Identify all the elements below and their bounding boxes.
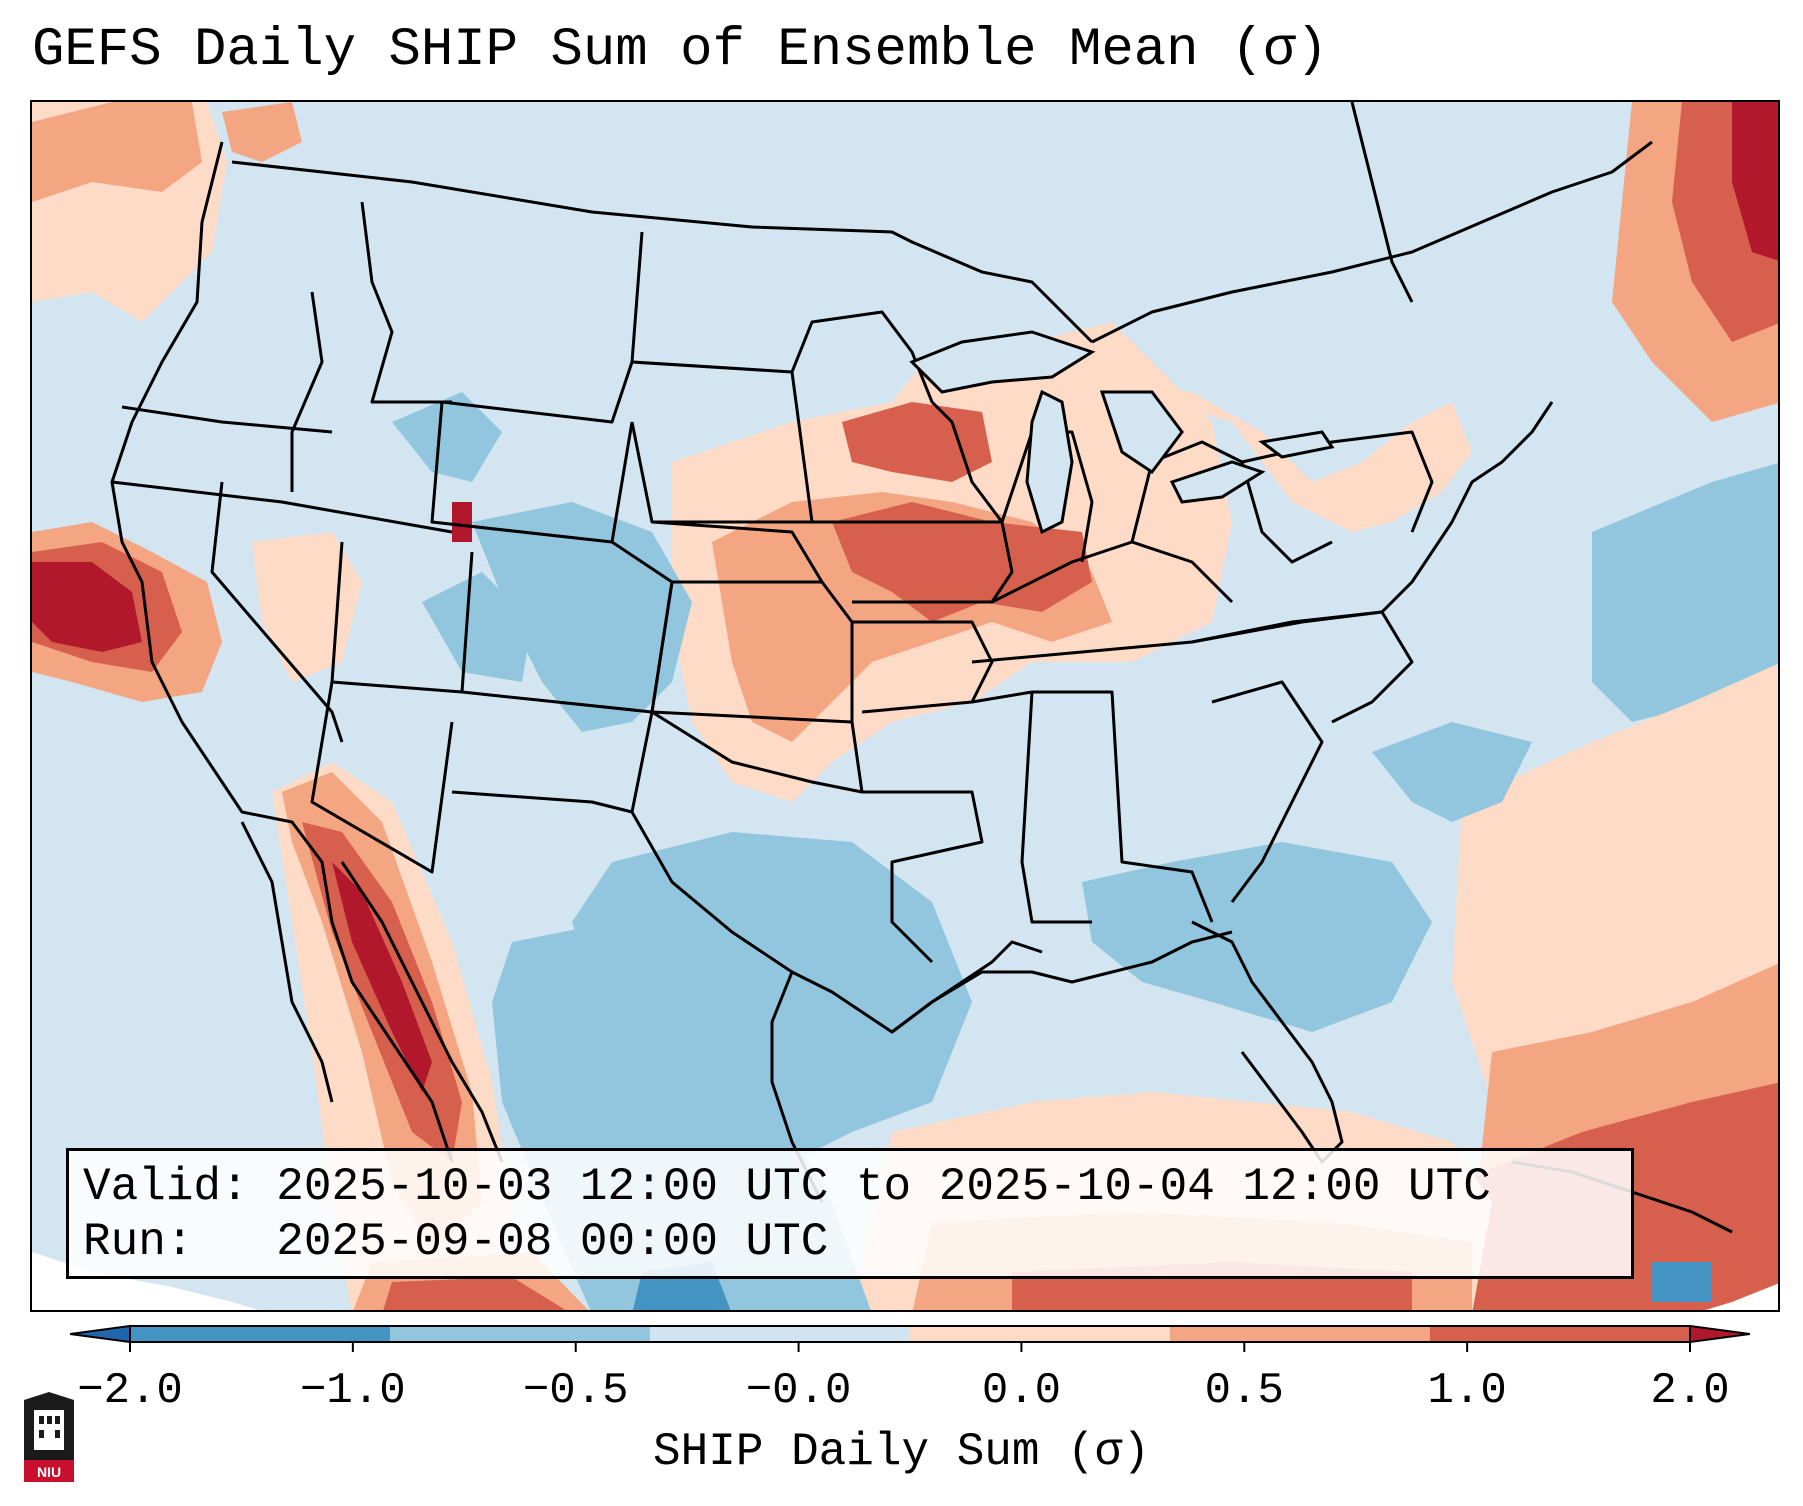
region-atlantic-cool [1592,463,1778,722]
mt-id-line [360,201,452,404]
canada-quebec [1350,102,1414,303]
region-outside-domain-right [1705,1283,1778,1310]
colorbar-tick-label: 1.0 [1428,1366,1507,1416]
colorbar-tick-label: 0.5 [1205,1366,1284,1416]
colorbar-tick-label: −1.0 [300,1366,406,1416]
lake-huron [1099,390,1184,475]
ar-la-line [862,790,984,964]
colorbar-extend-low [70,1324,131,1344]
colorbar-frame [129,1325,1691,1343]
us-canada-border [231,160,1094,344]
region-nevada-warm [252,532,362,682]
sc-ga-line [1211,680,1324,903]
colorbar-bin [130,1326,391,1342]
niu-logo: NIU [24,1392,74,1482]
region-southeast-cool [1082,842,1432,1032]
region-ne-canada-max [1732,102,1778,261]
map-svg [32,102,1778,1310]
or-ca-nv-line [111,480,453,534]
wy-co-line [430,401,634,544]
va-nc-line [1191,610,1414,724]
colorbar-tick-label: −0.5 [523,1366,629,1416]
az-nm-line [310,681,454,874]
wa-or-line [121,405,333,434]
map-panel [30,100,1780,1312]
valid-info-box: Valid: 2025-10-03 12:00 UTC to 2025-10-0… [66,1148,1634,1279]
ms-al-line [971,690,1092,924]
region-outside-domain-left [32,1252,259,1310]
colorbar-ticks: −2.0 −1.0 −0.5 −0.0 0.0 0.5 1.0 2.0 [77,1342,1730,1416]
colorbar-tick-label: 0.0 [982,1366,1061,1416]
ia-mo-line [812,520,1014,604]
region-california-offshore-max [32,562,142,652]
great-lakes [909,330,1335,535]
valid-value: 2025-10-03 12:00 UTC to 2025-10-04 12:00… [276,1161,1491,1213]
region-dakota-red [842,402,992,482]
colorbar-bin [1170,1326,1431,1342]
mexico-west-coast [340,861,504,1163]
region-gulf-california-max [332,862,432,1092]
region-pacific-nw-warm2 [32,102,202,202]
logo-window [39,1416,44,1424]
idaho-line [290,291,324,492]
ok-tx-line [651,710,864,794]
colorbar-bin [390,1326,651,1342]
logo-window [47,1416,52,1424]
colorbar-tick-label: −0.0 [746,1366,852,1416]
valid-label: Valid: [83,1161,249,1213]
region-utah-cool [422,572,532,682]
logo-red-band [24,1460,74,1482]
run-label: Run: [83,1216,194,1268]
colorbar-bin [910,1326,1171,1342]
mo-ar-line [852,620,994,714]
region-bc-coast [222,102,302,162]
mn-line [790,310,1004,523]
lake-ontario [1258,430,1335,459]
run-value: 2025-09-08 00:00 UTC [276,1216,829,1268]
lake-erie [1169,460,1266,504]
ut-co-line [330,541,474,694]
mt-wy-line [441,231,644,424]
al-ga-line [1032,690,1214,923]
ca-nv-line [210,481,344,743]
colorbar-extend-high [1689,1324,1750,1344]
tx-outline [630,811,1043,1034]
florida-outline [1191,920,1344,1164]
colorbar-tick-label: −2.0 [77,1366,183,1416]
region-idaho-cool [392,392,502,482]
colorbar-label: SHIP Daily Sum (σ) [653,1426,1150,1478]
colorbar: −2.0 −1.0 −0.5 −0.0 0.0 0.5 1.0 2.0 [70,1324,1750,1416]
region-texas-cool [572,832,972,1162]
logo-window [55,1416,60,1424]
east-coast [1380,401,1554,614]
colorbar-tick-label: 2.0 [1650,1366,1729,1416]
region-iowa-red [832,502,1092,622]
region-utah-red-spot [452,502,472,542]
logo-text: NIU [37,1464,61,1480]
logo-window [39,1430,44,1438]
canada-east [1091,140,1653,344]
chart-title: GEFS Daily SHIP Sum of Ensemble Mean (σ) [32,20,1329,81]
ne-ks-line [651,520,824,584]
colorbar-bins [70,1324,1750,1344]
region-pacific-south-red [383,1277,566,1310]
lake-superior [909,330,1096,394]
region-carolina-cool [1372,722,1532,822]
region-florida-blue-spot [1652,1262,1712,1302]
colorbar-bin [1430,1326,1691,1342]
colorbar-bin [650,1326,911,1342]
lake-michigan [1025,389,1074,535]
gulf-coast [891,930,1233,1034]
nm-tx-line [451,711,654,814]
baja-coastline [240,821,334,1103]
logo-window [55,1430,60,1438]
pacific-coastline [110,141,454,1163]
